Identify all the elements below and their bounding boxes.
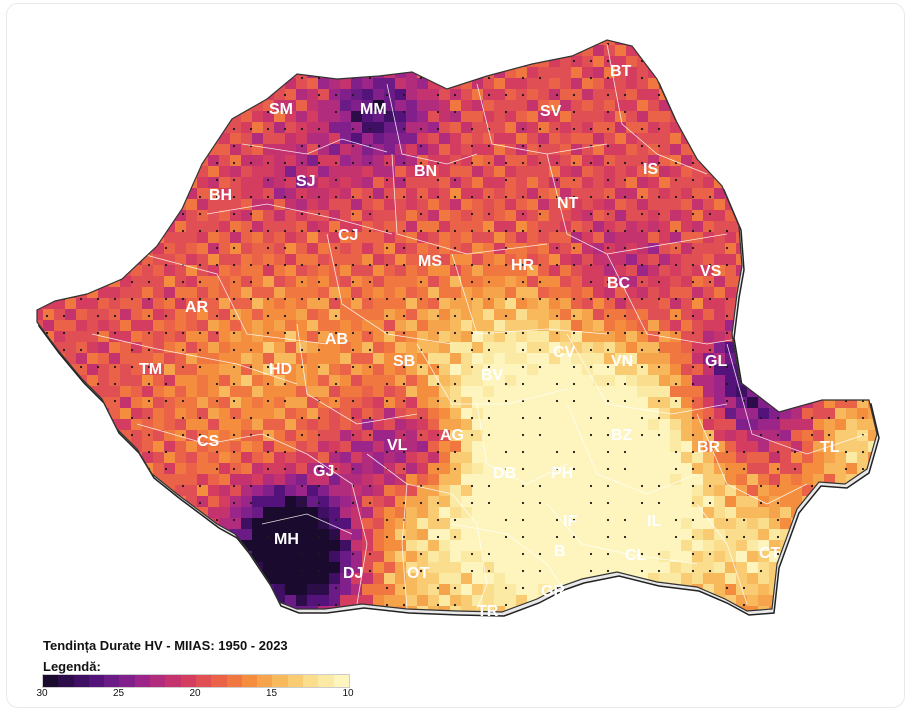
county-label-sb: SB — [393, 353, 415, 370]
county-label-sv: SV — [540, 103, 562, 120]
county-label-ot: OT — [407, 565, 429, 582]
county-label-sm: SM — [269, 101, 293, 118]
legend-swatch — [165, 675, 181, 687]
legend-swatch — [303, 675, 319, 687]
county-label-vs: VS — [700, 263, 722, 280]
county-label-ph: PH — [551, 465, 573, 482]
county-label-gl: GL — [705, 353, 727, 370]
legend-swatch — [287, 675, 304, 687]
map-title: Tendința Durate HV - MIIAS: 1950 - 2023 — [43, 638, 288, 653]
county-label-bv: BV — [481, 367, 504, 384]
county-label-b: B — [554, 543, 566, 560]
legend-swatch — [43, 675, 59, 687]
county-label-bz: BZ — [611, 427, 633, 444]
county-label-ct: CT — [759, 545, 781, 562]
legend-ticks: 30 25 20 15 10 — [36, 688, 353, 702]
legend-swatch — [195, 675, 212, 687]
county-label-bh: BH — [209, 187, 232, 204]
legend-tick: 15 — [265, 688, 278, 699]
county-label-sj: SJ — [296, 173, 316, 190]
legend-swatch — [104, 675, 120, 687]
county-label-ms: MS — [418, 253, 442, 270]
county-label-cs: CS — [197, 433, 220, 450]
county-label-hd: HD — [269, 361, 292, 378]
county-label-tm: TM — [139, 361, 162, 378]
legend-swatch — [88, 675, 105, 687]
trend-map[interactable]: SM MM BT SV SJ BN IS BH NT CJ MS HR VS BC AR AB CV VN GL TM… — [7, 4, 904, 707]
county-label-mh: MH — [274, 531, 299, 548]
map-panel: SM MM BT SV SJ BN IS BH NT CJ MS HR VS BC AR AB CV VN GL TM… — [6, 3, 905, 708]
county-label-vn: VN — [611, 353, 633, 370]
legend-swatch — [134, 675, 151, 687]
county-label-ar: AR — [185, 299, 209, 316]
country-border — [36, 39, 878, 613]
legend-color-bar — [42, 674, 350, 688]
county-label-db: DB — [493, 465, 516, 482]
legend-swatch — [241, 675, 258, 687]
legend-tick: 10 — [342, 688, 354, 699]
county-label-cv: CV — [553, 344, 576, 361]
county-label-ab: AB — [325, 331, 348, 348]
county-label-nt: NT — [557, 195, 579, 212]
legend-swatch — [150, 675, 166, 687]
county-label-dj: DJ — [343, 565, 363, 582]
county-label-gr: GR — [541, 583, 565, 600]
county-label-bn: BN — [414, 163, 437, 180]
legend-swatch — [211, 675, 227, 687]
county-label-if: IF — [563, 513, 577, 530]
legend-tick: 30 — [36, 688, 48, 699]
county-label-il: IL — [647, 513, 661, 530]
legend-swatch — [180, 675, 196, 687]
legend-swatch — [318, 675, 334, 687]
county-label-ag: AG — [440, 427, 464, 444]
legend-tick: 20 — [189, 688, 201, 699]
county-label-mm: MM — [360, 101, 387, 118]
county-label-cl: CL — [625, 547, 647, 564]
legend-swatch — [257, 675, 273, 687]
county-label-tr: TR — [477, 603, 499, 620]
county-labels: SM MM BT SV SJ BN IS BH NT CJ MS HR VS BC AR AB CV VN GL TM… — [139, 63, 840, 620]
legend-swatch — [119, 675, 135, 687]
legend-label: Legendă: — [43, 659, 101, 674]
county-label-gj: GJ — [313, 463, 334, 480]
legend-swatch — [333, 675, 349, 687]
legend-swatch — [272, 675, 288, 687]
county-label-vl: VL — [387, 437, 408, 454]
county-label-is: IS — [643, 161, 658, 178]
legend-swatch — [226, 675, 242, 687]
county-label-bt: BT — [610, 63, 632, 80]
county-label-bc: BC — [607, 275, 631, 292]
county-label-cj: CJ — [338, 227, 358, 244]
legend-swatch — [58, 675, 74, 687]
legend-swatch — [73, 675, 89, 687]
county-label-tl: TL — [820, 439, 840, 456]
county-label-hr: HR — [511, 257, 535, 274]
legend-tick: 25 — [112, 688, 125, 699]
county-boundaries — [91, 43, 868, 610]
grid-cells — [37, 40, 877, 612]
county-label-br: BR — [697, 439, 721, 456]
